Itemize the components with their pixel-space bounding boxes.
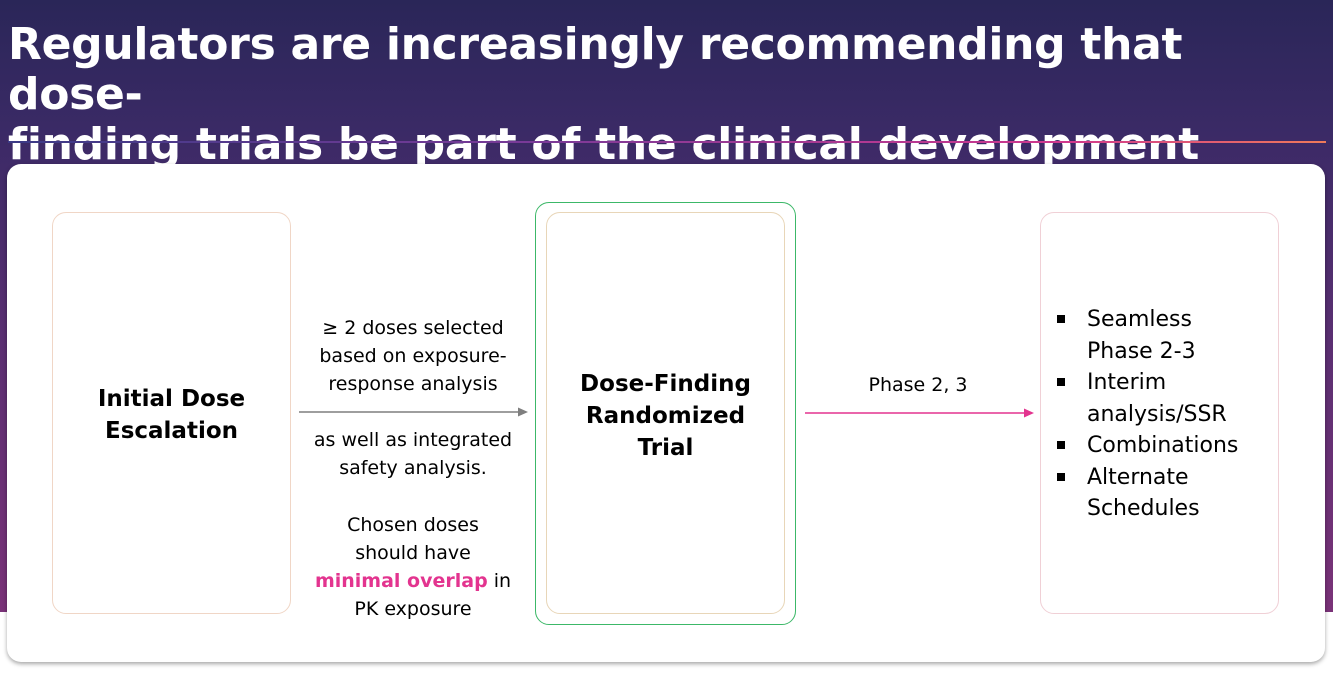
item-interim-line-2: analysis/SSR (1087, 401, 1227, 427)
box-initial-line-2: Escalation (104, 418, 238, 444)
box-outcomes (1040, 212, 1279, 614)
arrow-right-label: Phase 2, 3 (868, 374, 968, 396)
box-randomized-line-1: Dose-Finding (580, 371, 751, 397)
overlap-text-line-4: PK exposure (354, 598, 472, 620)
item-alternate-line-1: Alternate (1087, 464, 1189, 490)
safety-text-line-1: as well as integrated (313, 429, 513, 451)
arrow-left-text-block-1: ≥ 2 doses selected based on exposure- re… (300, 314, 526, 398)
overlap-text-after-highlight: in (487, 570, 512, 592)
box-initial-dose-escalation: Initial Dose Escalation (52, 212, 291, 614)
box-randomized-label: Dose-Finding Randomized Trial (547, 368, 784, 464)
box-initial-line-1: Initial Dose (97, 386, 246, 412)
title-line-1: Regulators are increasingly recommending… (8, 19, 1183, 120)
box-dose-finding-randomized-trial: Dose-Finding Randomized Trial (546, 212, 785, 614)
arrow-right-head (1024, 408, 1034, 418)
box-randomized-line-2: Randomized (585, 403, 746, 429)
list-item: Interim analysis/SSR (1056, 367, 1271, 430)
square-bullet-icon (1057, 315, 1065, 323)
selection-text-line-1: ≥ 2 doses selected (322, 317, 504, 339)
arrow-left-head (518, 407, 528, 417)
overlap-text-line-2: should have (355, 542, 471, 564)
arrow-right (805, 408, 1034, 418)
arrow-left (299, 407, 528, 417)
outcomes-list: Seamless Phase 2-3 Interim analysis/SSR … (1056, 304, 1271, 525)
item-interim-line-1: Interim (1087, 370, 1167, 395)
box-randomized-highlight-frame (535, 202, 796, 625)
box-initial-label: Initial Dose Escalation (53, 383, 290, 447)
list-item: Alternate Schedules (1056, 462, 1271, 525)
arrow-left-text-block-3: Chosen doses should have minimal overlap… (300, 511, 526, 623)
selection-text-line-3: response analysis (328, 373, 498, 395)
box-randomized-line-3: Trial (637, 435, 694, 461)
item-alternate-line-2: Schedules (1087, 496, 1200, 521)
title-divider (8, 141, 1326, 143)
item-seamless-line-2: Phase 2-3 (1087, 338, 1196, 364)
item-combinations: Combinations (1087, 433, 1239, 458)
safety-text-line-2: safety analysis. (339, 457, 487, 479)
list-item: Combinations (1056, 430, 1271, 462)
item-seamless-line-1: Seamless (1087, 307, 1192, 332)
arrow-left-text-block-2: as well as integrated safety analysis. (300, 426, 526, 482)
list-item: Seamless Phase 2-3 (1056, 304, 1271, 367)
square-bullet-icon (1057, 378, 1065, 386)
overlap-text-line-1: Chosen doses (347, 514, 479, 536)
square-bullet-icon (1057, 472, 1065, 481)
selection-text-line-2: based on exposure- (319, 345, 507, 367)
square-bullet-icon (1057, 441, 1065, 449)
minimal-overlap-highlight: minimal overlap (314, 570, 488, 592)
